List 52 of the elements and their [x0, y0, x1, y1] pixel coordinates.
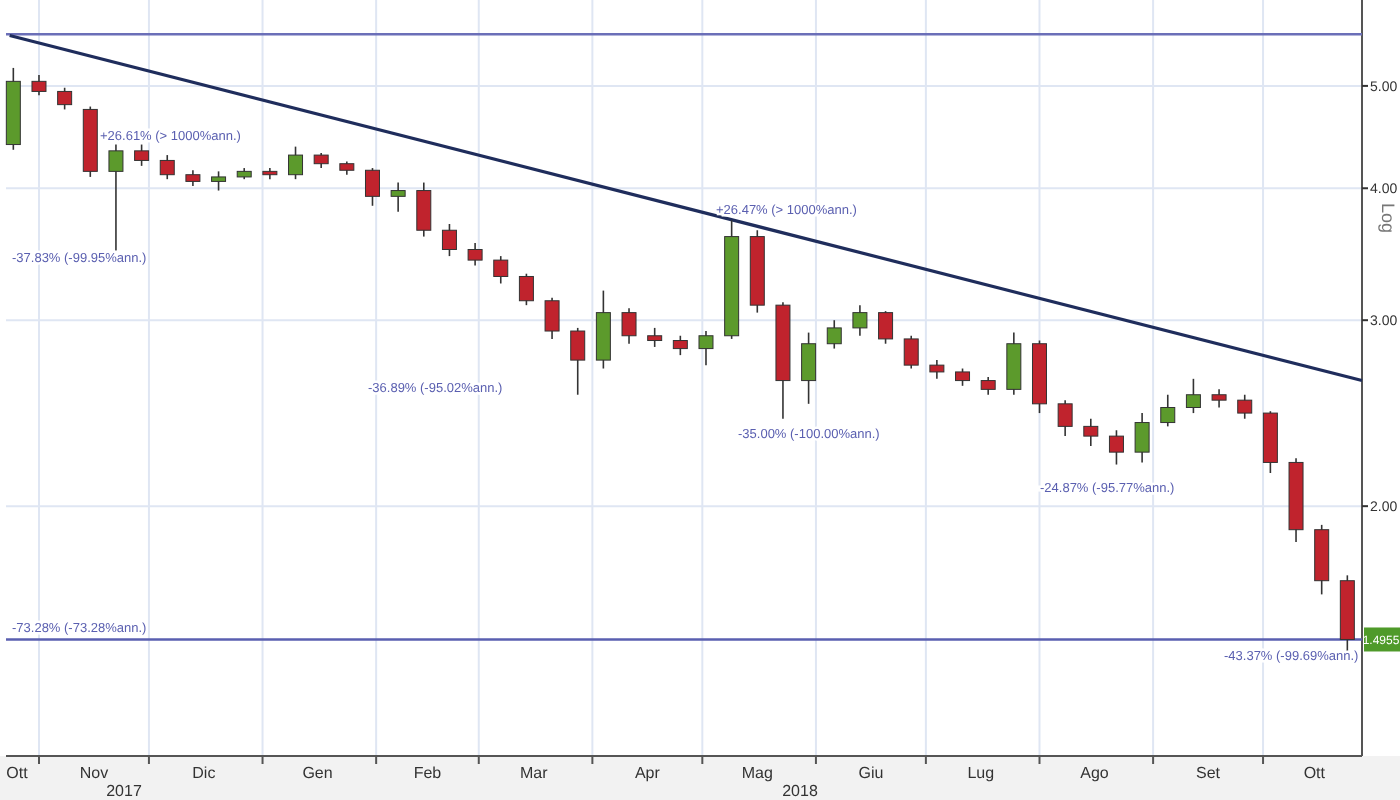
candlestick — [211, 170, 227, 192]
candlestick — [698, 330, 714, 366]
candlestick — [1185, 378, 1201, 414]
candlestick — [544, 297, 560, 340]
candlestick — [1211, 388, 1227, 409]
candlestick — [801, 331, 817, 405]
candlestick — [134, 143, 150, 167]
candlestick — [826, 319, 842, 350]
x-tick-label: Giu — [858, 764, 884, 782]
x-tick-label: Set — [1196, 764, 1222, 782]
candlestick — [441, 223, 457, 257]
candlestick — [570, 327, 586, 396]
candlestick — [108, 143, 124, 253]
candlestick — [852, 304, 868, 337]
candlestick — [518, 272, 534, 306]
candlestick — [878, 310, 894, 345]
candlestick — [57, 86, 73, 111]
candlestick — [1160, 393, 1176, 428]
candlestick — [621, 307, 637, 345]
x-tick-label: Lug — [967, 764, 995, 782]
candlestick — [595, 289, 611, 370]
text: 2017 — [106, 782, 143, 800]
candlestick — [672, 334, 688, 356]
candlestick — [1083, 417, 1099, 447]
candlestick — [903, 334, 919, 370]
x-tick-label: Ott — [6, 764, 30, 782]
x-tick-label: Dic — [192, 764, 216, 782]
candlestick — [159, 154, 175, 180]
candlestick — [467, 242, 483, 267]
candlestick — [493, 255, 509, 285]
x-tick-label: Ott — [1303, 764, 1327, 782]
candlestick — [647, 327, 663, 348]
candlestick — [1108, 429, 1124, 466]
candlestick — [1057, 399, 1073, 437]
text: 2018 — [782, 782, 819, 800]
candlestick — [288, 145, 304, 180]
candlestick — [364, 167, 380, 207]
x-tick-label: Nov — [79, 764, 109, 782]
x-tick-label: Mar — [519, 764, 549, 782]
x-tick-label: Apr — [634, 764, 661, 782]
candlestick — [1006, 331, 1022, 396]
x-tick-label: Gen — [302, 764, 333, 782]
y-axis-title: Log — [1378, 202, 1398, 234]
x-tick-label: Ago — [1080, 764, 1110, 782]
candlestick — [31, 74, 47, 96]
candlestick — [1237, 393, 1253, 420]
candlestick — [416, 181, 432, 238]
x-tick-label: Mag — [741, 764, 773, 782]
x-tick-label: Feb — [413, 764, 443, 782]
candlestick — [929, 359, 945, 380]
candlestick — [1134, 412, 1150, 464]
candlestick — [390, 181, 406, 213]
